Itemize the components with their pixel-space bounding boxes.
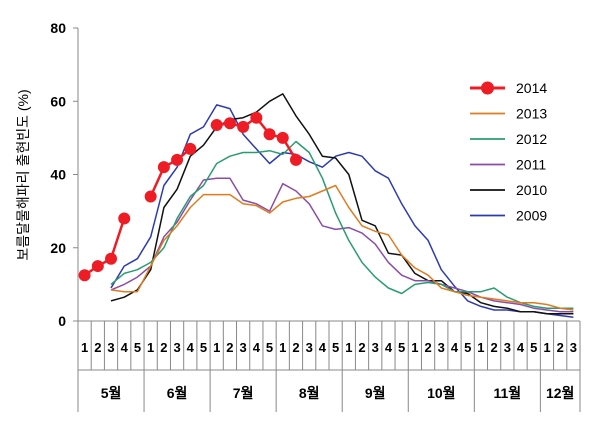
series-line-2010 [110, 93, 574, 315]
week-label: 3 [504, 340, 511, 355]
week-label: 3 [306, 340, 313, 355]
data-point-2014 [78, 269, 91, 282]
month-label: 5월 [101, 385, 122, 401]
week-label: 5 [464, 340, 471, 355]
week-label: 1 [213, 340, 220, 355]
month-label: 8월 [299, 385, 320, 401]
week-label: 5 [200, 340, 207, 355]
data-point-2014 [223, 117, 236, 130]
week-label: 4 [517, 340, 525, 355]
week-label: 3 [173, 340, 180, 355]
week-label: 2 [160, 340, 167, 355]
week-label: 5 [398, 340, 405, 355]
month-label: 10월 [427, 385, 455, 401]
legend-label-2014: 2014 [516, 80, 547, 96]
legend: 2014 2013 2012 2011 2010 2009 [470, 80, 547, 224]
week-label: 2 [358, 340, 365, 355]
week-label: 5 [332, 340, 339, 355]
week-label: 2 [491, 340, 498, 355]
series-line-2013 [110, 184, 574, 311]
axes: 0 20 40 60 80 [50, 20, 580, 329]
data-point-2014 [144, 190, 157, 203]
x-axis-table: 1 2 3 4 5 1 2 3 4 5 1 2 3 4 5 1 2 3 4 5 1 2 3 4 5 1 2 3 4 5 1 2 3 4 5 1 2 35월… [77, 321, 581, 412]
week-label: 4 [121, 340, 129, 355]
data-point-2014 [184, 142, 197, 155]
month-label: 9월 [365, 385, 386, 401]
data-point-2014 [250, 111, 263, 124]
data-point-2014 [91, 260, 104, 273]
data-point-2014 [263, 128, 276, 141]
series-line-2011 [110, 177, 574, 313]
legend-label-2013: 2013 [516, 106, 547, 122]
y-tick-label: 20 [50, 240, 66, 256]
week-label: 4 [253, 340, 261, 355]
week-label: 4 [451, 340, 459, 355]
y-axis-label: 보름달물해파리 출현빈도 (%) [15, 89, 31, 260]
week-label: 3 [372, 340, 379, 355]
week-label: 4 [319, 340, 327, 355]
month-label: 11월 [493, 385, 521, 401]
legend-label-2011: 2011 [516, 157, 546, 173]
legend-label-2009: 2009 [516, 208, 547, 224]
legend-marker-2014 [481, 81, 494, 95]
week-label: 1 [345, 340, 352, 355]
week-label: 2 [94, 340, 101, 355]
data-point-2014 [118, 212, 131, 225]
week-label: 2 [424, 340, 431, 355]
week-label: 4 [385, 340, 393, 355]
data-point-2014 [289, 153, 302, 166]
week-label: 3 [107, 340, 114, 355]
series-line-2009 [110, 104, 574, 319]
week-label: 1 [477, 340, 484, 355]
month-label: 7월 [233, 385, 254, 401]
week-label: 5 [266, 340, 273, 355]
legend-label-2010: 2010 [516, 182, 547, 198]
week-label: 1 [147, 340, 154, 355]
legend-label-2012: 2012 [516, 131, 547, 147]
week-label: 1 [279, 340, 286, 355]
week-label: 1 [411, 340, 418, 355]
data-point-2014 [276, 131, 289, 144]
month-label: 12월 [546, 385, 574, 401]
week-label: 1 [543, 340, 550, 355]
month-label: 6월 [167, 385, 188, 401]
data-point-2014 [171, 153, 184, 166]
data-point-2014 [157, 161, 170, 174]
y-tick-label: 40 [50, 167, 66, 183]
data-point-2014 [210, 119, 223, 132]
week-label: 4 [187, 340, 195, 355]
series-markers [78, 111, 302, 282]
week-label: 2 [557, 340, 564, 355]
y-tick-label: 0 [58, 313, 66, 329]
week-label: 5 [530, 340, 537, 355]
series-line-2012 [110, 140, 574, 309]
week-label: 3 [240, 340, 247, 355]
week-label: 2 [226, 340, 233, 355]
week-label: 1 [81, 340, 88, 355]
data-point-2014 [237, 120, 250, 133]
week-label: 5 [134, 340, 141, 355]
week-label: 3 [570, 340, 577, 355]
y-tick-label: 80 [50, 20, 66, 36]
y-tick-label: 60 [50, 93, 66, 109]
week-label: 3 [438, 340, 445, 355]
week-label: 2 [292, 340, 299, 355]
data-point-2014 [105, 252, 118, 265]
